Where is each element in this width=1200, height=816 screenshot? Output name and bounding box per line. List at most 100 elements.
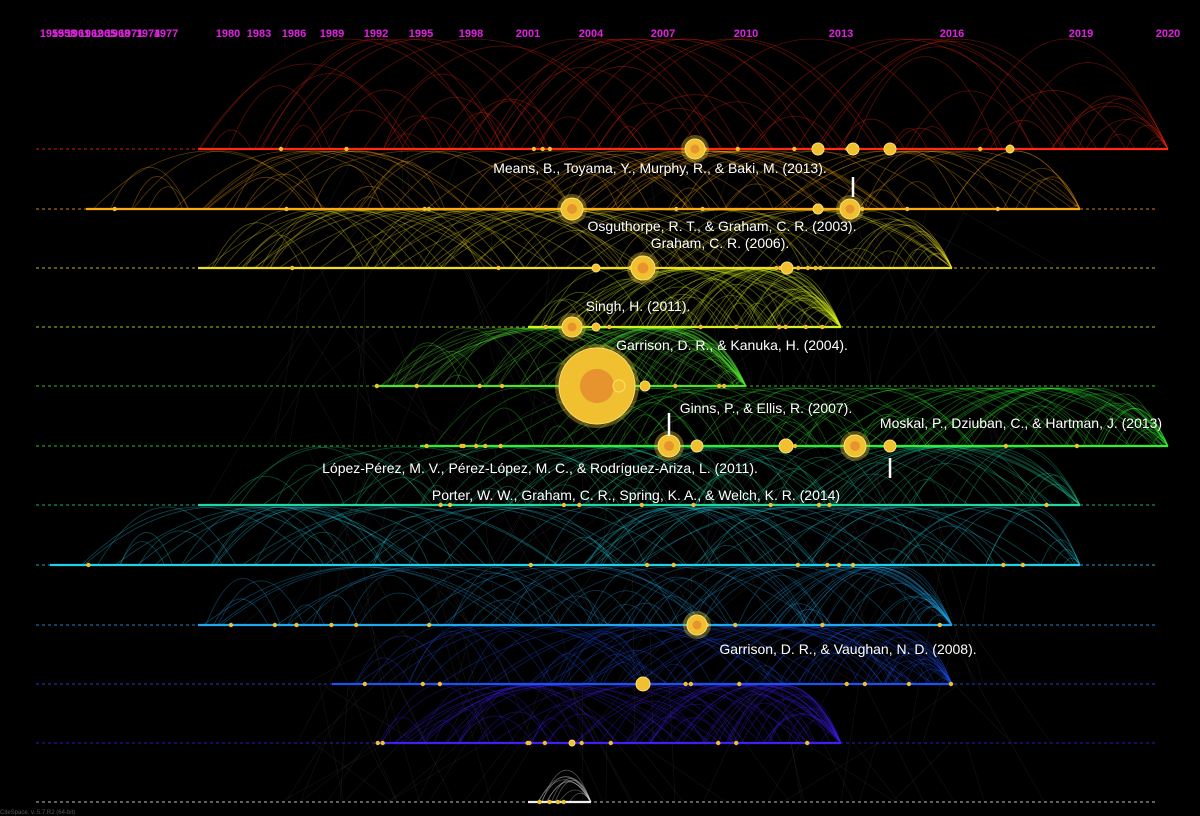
citation-node xyxy=(827,502,832,508)
citation-node xyxy=(483,443,488,449)
citation-nodes xyxy=(86,135,1080,805)
citation-burst-node xyxy=(846,142,860,156)
year-tick-1998: 1998 xyxy=(459,28,483,40)
citation-node xyxy=(795,265,801,271)
citation-node xyxy=(737,681,742,687)
citation-node xyxy=(783,324,788,330)
citation-node xyxy=(734,324,739,330)
citation-node xyxy=(1020,562,1026,568)
citation-burst-node xyxy=(812,203,824,215)
citation-node xyxy=(1001,562,1006,568)
year-tick-1977: 1977 xyxy=(154,28,178,40)
reference-labels: Means, B., Toyama, Y., Murphy, R., & Bak… xyxy=(322,160,1162,657)
year-tick-1983: 1983 xyxy=(247,28,271,40)
citation-node xyxy=(414,383,419,389)
citation-node xyxy=(278,146,284,152)
year-tick-2020: 2020 xyxy=(1156,28,1180,40)
reference-label: Garrison, D. R., & Vaughan, N. D. (2008)… xyxy=(719,641,976,657)
citation-node xyxy=(818,265,823,271)
citation-node xyxy=(496,265,501,271)
citation-node xyxy=(362,681,367,687)
year-tick-1955: 1955 xyxy=(40,28,64,40)
citation-node xyxy=(813,265,818,271)
citation-burst-node xyxy=(591,263,601,273)
citation-node xyxy=(528,562,533,568)
year-tick-1971: 1971 xyxy=(119,28,143,40)
citation-node xyxy=(905,206,910,212)
citation-node xyxy=(447,502,453,508)
year-tick-2013: 2013 xyxy=(829,28,853,40)
citation-node xyxy=(555,799,561,805)
citation-node xyxy=(805,265,811,271)
year-tick-1986: 1986 xyxy=(282,28,306,40)
citation-node xyxy=(344,146,349,152)
citation-node xyxy=(734,740,739,746)
citation-node xyxy=(977,146,983,152)
reference-label: Singh, H. (2011). xyxy=(586,298,691,314)
citation-node xyxy=(540,146,545,152)
year-tick-1962: 1962 xyxy=(79,28,103,40)
citation-node xyxy=(459,443,464,449)
citation-node xyxy=(420,681,425,687)
citation-node xyxy=(1044,502,1049,508)
citation-node xyxy=(671,562,676,568)
citation-node xyxy=(284,206,289,212)
cross-citation-lines xyxy=(204,148,1061,803)
citation-node xyxy=(374,383,380,389)
year-tick-1974: 1974 xyxy=(136,28,161,40)
year-tick-1980: 1980 xyxy=(216,28,240,40)
citation-burst-node xyxy=(883,439,897,453)
citation-node xyxy=(525,740,530,746)
citation-node xyxy=(329,622,334,628)
citation-node xyxy=(836,562,842,568)
citation-node xyxy=(1003,443,1009,449)
citation-node xyxy=(820,324,825,330)
citation-node xyxy=(688,681,694,687)
year-tick-1958: 1958 xyxy=(52,28,76,40)
citation-node xyxy=(537,799,542,805)
citation-node xyxy=(426,622,432,628)
citation-node xyxy=(768,502,773,508)
year-tick-1961: 1961 xyxy=(66,28,90,40)
citation-node xyxy=(683,681,688,687)
citation-node xyxy=(542,740,548,746)
citation-burst-node xyxy=(1005,144,1015,154)
citation-node xyxy=(426,206,432,212)
reference-label: Ginns, P., & Ellis, R. (2007). xyxy=(680,400,852,416)
citation-node xyxy=(721,383,727,389)
citation-node xyxy=(733,622,738,628)
citation-node xyxy=(700,206,705,212)
citation-node xyxy=(644,562,650,568)
citation-burst-node xyxy=(635,676,651,692)
footer-text: CiteSpace, v. 5.7.R2 (64-bit) xyxy=(0,810,76,816)
year-tick-2019: 2019 xyxy=(1069,28,1093,40)
citation-node xyxy=(437,681,443,687)
citation-node xyxy=(86,562,91,568)
citation-node xyxy=(294,622,299,628)
reference-label: López-Pérez, M. V., Pérez-López, M. C., … xyxy=(322,460,758,476)
citation-node xyxy=(607,324,612,330)
year-tick-2010: 2010 xyxy=(734,28,758,40)
year-tick-1968: 1968 xyxy=(106,28,130,40)
citation-node xyxy=(698,324,703,330)
label-pointers xyxy=(667,177,892,478)
citation-node xyxy=(579,740,584,746)
citation-node xyxy=(290,265,295,271)
year-tick-2001: 2001 xyxy=(516,28,540,40)
citation-node xyxy=(353,622,359,628)
citation-burst-node xyxy=(780,261,794,275)
citation-node xyxy=(674,206,679,212)
citation-node xyxy=(380,740,385,746)
citation-node xyxy=(906,681,912,687)
citation-node xyxy=(438,502,443,508)
citation-node xyxy=(844,681,849,687)
year-tick-1965: 1965 xyxy=(92,28,116,40)
reference-label: Garrison, D. R., & Kanuka, H. (2004). xyxy=(616,337,848,353)
citation-node xyxy=(816,502,822,508)
citation-burst-node xyxy=(568,739,576,747)
reference-label: Moskal, P., Dziuban, C., & Hartman, J. (… xyxy=(880,415,1162,431)
citation-node xyxy=(937,622,942,628)
citation-node xyxy=(112,206,117,212)
citation-node xyxy=(473,443,479,449)
